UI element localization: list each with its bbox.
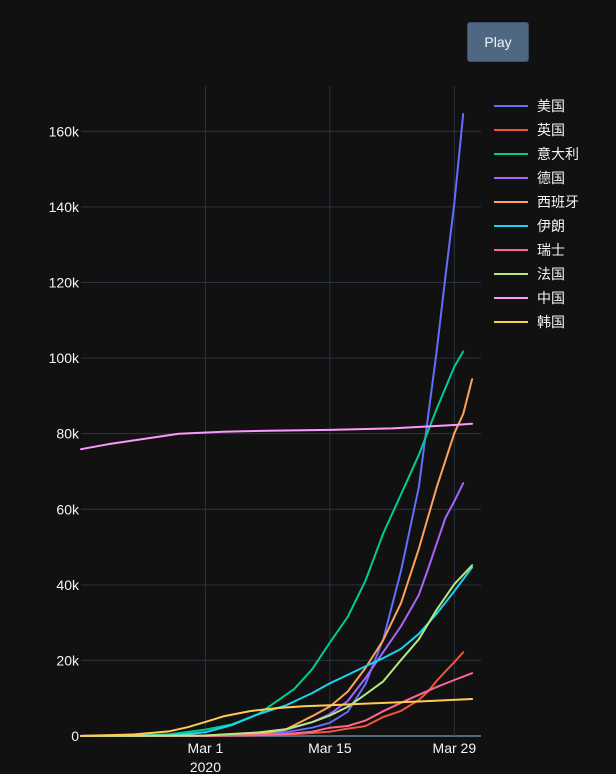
series-lines [80, 113, 474, 737]
y-tick-label: 120k [49, 275, 80, 291]
legend-swatch [494, 321, 528, 323]
x-axis-tick-labels: Mar 1 2020 Mar 15 Mar 29 [188, 740, 477, 774]
legend-swatch [494, 273, 528, 275]
y-tick-label: 40k [56, 577, 80, 593]
legend-label: 德国 [537, 170, 565, 186]
x-tick-sublabel: 2020 [190, 759, 221, 774]
legend-item[interactable]: 英国 [494, 118, 612, 142]
legend-label: 英国 [537, 122, 565, 138]
legend-item[interactable]: 中国 [494, 286, 612, 310]
legend-swatch [494, 201, 528, 203]
legend-swatch [494, 177, 528, 179]
y-tick-label: 0 [71, 728, 79, 744]
play-button[interactable]: Play [467, 22, 529, 62]
legend-item[interactable]: 法国 [494, 262, 612, 286]
legend-label: 韩国 [537, 314, 565, 330]
legend: 美国英国意大利德国西班牙伊朗瑞士法国中国韩国 [494, 94, 612, 334]
legend-swatch [494, 225, 528, 227]
y-tick-label: 60k [56, 501, 80, 517]
legend-item[interactable]: 西班牙 [494, 190, 612, 214]
legend-label: 瑞士 [537, 242, 565, 258]
legend-label: 西班牙 [537, 194, 579, 210]
x-tick-label: Mar 1 [188, 740, 224, 756]
legend-item[interactable]: 伊朗 [494, 214, 612, 238]
y-gridlines [81, 130, 481, 737]
y-tick-label: 140k [49, 199, 80, 215]
x-tick-label: Mar 29 [433, 740, 477, 756]
y-tick-label: 20k [56, 652, 80, 668]
series-line [80, 378, 474, 737]
legend-swatch [494, 249, 528, 251]
x-gridlines [204, 86, 455, 736]
legend-label: 意大利 [537, 146, 579, 162]
legend-label: 法国 [537, 266, 565, 282]
series-line [80, 422, 474, 451]
series-line [80, 651, 465, 737]
series-line [80, 698, 474, 737]
y-tick-label: 80k [56, 426, 80, 442]
legend-item[interactable]: 意大利 [494, 142, 612, 166]
legend-item[interactable]: 韩国 [494, 310, 612, 334]
series-line [80, 672, 474, 737]
y-tick-label: 160k [49, 123, 80, 139]
x-tick-label: Mar 15 [308, 740, 352, 756]
legend-item[interactable]: 瑞士 [494, 238, 612, 262]
legend-swatch [494, 297, 528, 299]
legend-label: 伊朗 [537, 218, 565, 234]
legend-label: 美国 [537, 98, 565, 114]
series-line [80, 482, 465, 737]
legend-label: 中国 [537, 290, 565, 306]
legend-swatch [494, 153, 528, 155]
legend-item[interactable]: 美国 [494, 94, 612, 118]
legend-swatch [494, 129, 528, 131]
y-tick-label: 100k [49, 350, 80, 366]
y-axis-tick-labels: 0 20k 40k 60k 80k 100k 120k 140k 160k [49, 123, 80, 744]
legend-item[interactable]: 德国 [494, 166, 612, 190]
series-line [80, 566, 474, 737]
legend-swatch [494, 105, 528, 107]
series-line [80, 564, 474, 737]
series-line [80, 350, 465, 737]
